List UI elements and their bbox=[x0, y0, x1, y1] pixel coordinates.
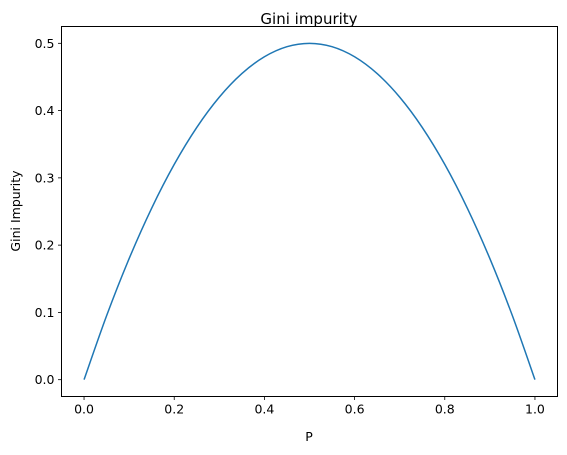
y-tick-label: 0.2 bbox=[35, 238, 55, 253]
y-tick-label: 0.1 bbox=[35, 305, 55, 320]
x-tick-label: 0.4 bbox=[254, 402, 274, 417]
x-tick-label: 1.0 bbox=[525, 402, 545, 417]
series-line bbox=[83, 42, 536, 380]
x-tick-label: 0.0 bbox=[74, 402, 94, 417]
x-tick-label: 0.6 bbox=[345, 402, 365, 417]
y-tick-label: 0.4 bbox=[35, 103, 55, 118]
chart-title: Gini impurity bbox=[260, 10, 357, 28]
y-tick-label: 0.5 bbox=[35, 36, 55, 51]
x-tick-label: 0.8 bbox=[435, 402, 455, 417]
x-axis: 0.0 0.2 0.4 0.6 0.8 1.0 bbox=[74, 396, 545, 417]
y-axis-label: Gini Impurity bbox=[8, 170, 23, 252]
axes-frame bbox=[61, 26, 558, 397]
x-tick-label: 0.2 bbox=[164, 402, 184, 417]
y-tick-label: 0.3 bbox=[35, 170, 55, 185]
plot-area bbox=[83, 42, 536, 380]
y-axis: 0.0 0.1 0.2 0.3 0.4 0.5 bbox=[35, 36, 62, 387]
y-tick-label: 0.0 bbox=[35, 372, 55, 387]
x-axis-label: P bbox=[305, 429, 313, 444]
